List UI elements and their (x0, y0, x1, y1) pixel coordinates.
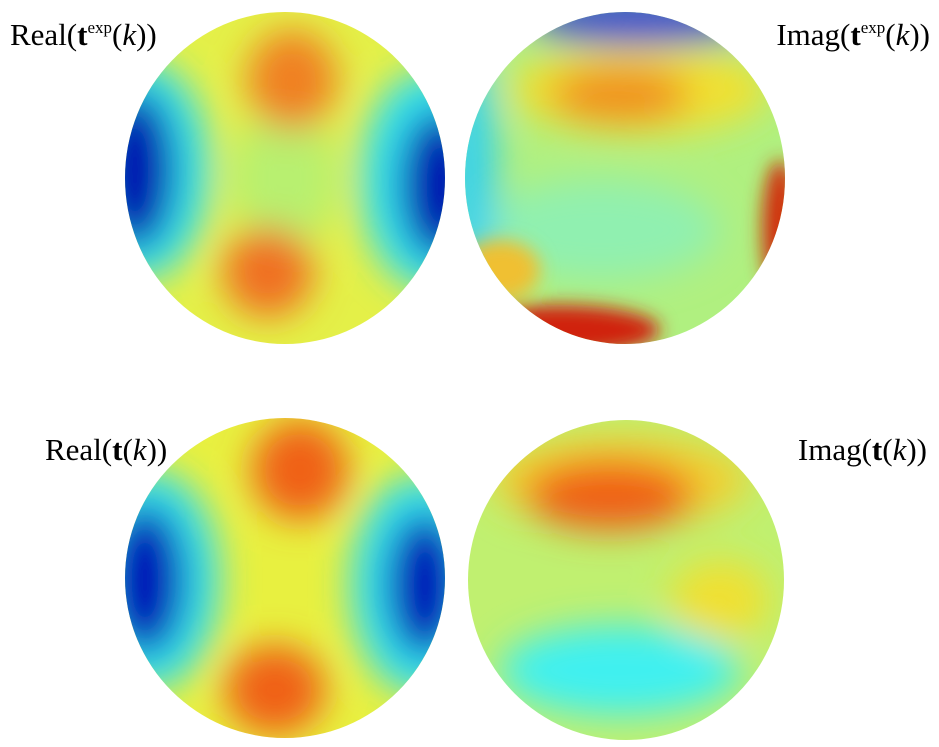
heatmap-real-exp (125, 12, 445, 344)
label-text: exp (87, 18, 112, 37)
label-text: t (77, 17, 88, 52)
label-text: t (850, 17, 861, 52)
label-text: ( (885, 17, 895, 52)
label-text: Imag( (776, 17, 850, 52)
label-text: k (896, 17, 911, 52)
heatmap-imag (468, 420, 784, 740)
label-text: ( (112, 17, 122, 52)
label-text: exp (861, 18, 886, 37)
heatmap-imag-exp (465, 12, 785, 344)
label-text: )) (136, 17, 157, 52)
label-text: k (133, 432, 148, 467)
label-text: Real( (10, 17, 77, 52)
label-text: )) (906, 432, 927, 467)
label-text: t (112, 432, 123, 467)
label-text: ( (122, 432, 132, 467)
panel-label: Real(t(k)) (45, 432, 167, 467)
label-text: )) (147, 432, 168, 467)
label-text: )) (909, 17, 930, 52)
label-text: ( (882, 432, 892, 467)
label-text: k (893, 432, 908, 467)
label-text: t (872, 432, 883, 467)
label-text: k (122, 17, 137, 52)
label-text: Imag( (798, 432, 872, 467)
label-text: Real( (45, 432, 112, 467)
panel-label: Real(texp(k)) (10, 17, 157, 52)
panel-label: Imag(t(k)) (798, 432, 927, 467)
panel-label: Imag(texp(k)) (776, 17, 930, 52)
